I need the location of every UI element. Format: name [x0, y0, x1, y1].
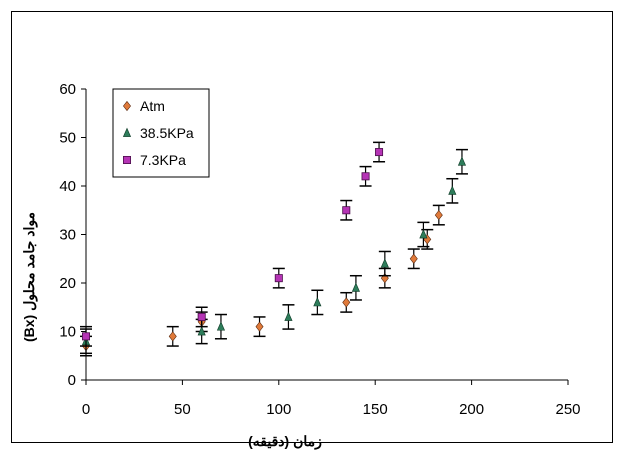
legend-label: 38.5KPa [140, 125, 194, 141]
data-point [455, 148, 468, 175]
series-1 [80, 204, 445, 357]
y-tick-label: 60 [59, 81, 76, 98]
legend: Atm 38.5KPa 7.3KPa [112, 88, 210, 178]
x-tick-label: 0 [82, 401, 90, 418]
x-axis-title: زمان (دقیقه) [248, 433, 322, 450]
data-point [272, 267, 285, 289]
marker-triangle [457, 156, 467, 166]
chart-frame [11, 11, 613, 443]
marker-triangle [284, 311, 293, 321]
y-axis-title: مواد جامد محلول (Bx) [21, 212, 38, 342]
data-point [432, 204, 445, 226]
x-tick-label: 250 [555, 401, 580, 418]
y-tick-label: 0 [68, 372, 76, 389]
marker-triangle [197, 326, 206, 336]
data-point [349, 274, 362, 301]
marker-diamond [342, 297, 351, 308]
marker-triangle [448, 185, 457, 195]
data-point [417, 221, 430, 248]
x-axis-ticks: 0 50 100 150 200 250 [82, 380, 581, 418]
legend-label: Atm [140, 98, 165, 114]
data-point [80, 325, 92, 347]
marker-triangle [351, 282, 360, 292]
y-tick-label: 20 [59, 275, 76, 292]
marker-square [197, 312, 206, 321]
y-tick-label: 30 [59, 227, 76, 244]
data-point [446, 177, 459, 204]
legend-marker-diamond [123, 100, 131, 112]
data-point [214, 313, 227, 340]
marker-square [361, 172, 370, 181]
y-tick-label: 10 [59, 324, 76, 341]
x-tick-label: 200 [459, 401, 484, 418]
marker-diamond [168, 331, 177, 342]
x-tick-label: 100 [266, 401, 291, 418]
marker-triangle [380, 258, 389, 268]
data-point [378, 250, 391, 277]
data-point [282, 304, 295, 330]
marker-square [375, 148, 384, 157]
data-point [195, 306, 208, 328]
data-point [340, 291, 353, 313]
marker-diamond [255, 321, 264, 332]
marker-triangle [216, 321, 226, 331]
legend-marker-square [123, 155, 132, 164]
data-point [359, 165, 372, 187]
data-points [80, 141, 468, 357]
data-point [166, 325, 179, 347]
x-tick-label: 150 [363, 401, 388, 418]
series-3 [80, 141, 386, 347]
data-point [340, 199, 353, 221]
marker-square [274, 274, 283, 283]
legend-marker-triangle [122, 127, 132, 137]
x-tick-label: 50 [174, 401, 191, 418]
y-tick-label: 50 [59, 130, 76, 147]
marker-triangle [419, 229, 428, 239]
series-2 [80, 148, 468, 355]
marker-triangle [313, 297, 322, 307]
y-axis-ticks: 0 10 20 30 40 50 60 [59, 81, 86, 389]
data-point [407, 248, 420, 270]
marker-diamond [409, 253, 418, 264]
marker-square [342, 206, 351, 215]
data-point [253, 316, 266, 338]
data-point [311, 289, 324, 316]
data-point [373, 141, 386, 163]
legend-label: 7.3KPa [140, 152, 186, 168]
y-tick-label: 40 [59, 178, 76, 195]
marker-diamond [380, 273, 389, 284]
marker-square [82, 332, 91, 341]
marker-diamond [434, 210, 443, 221]
